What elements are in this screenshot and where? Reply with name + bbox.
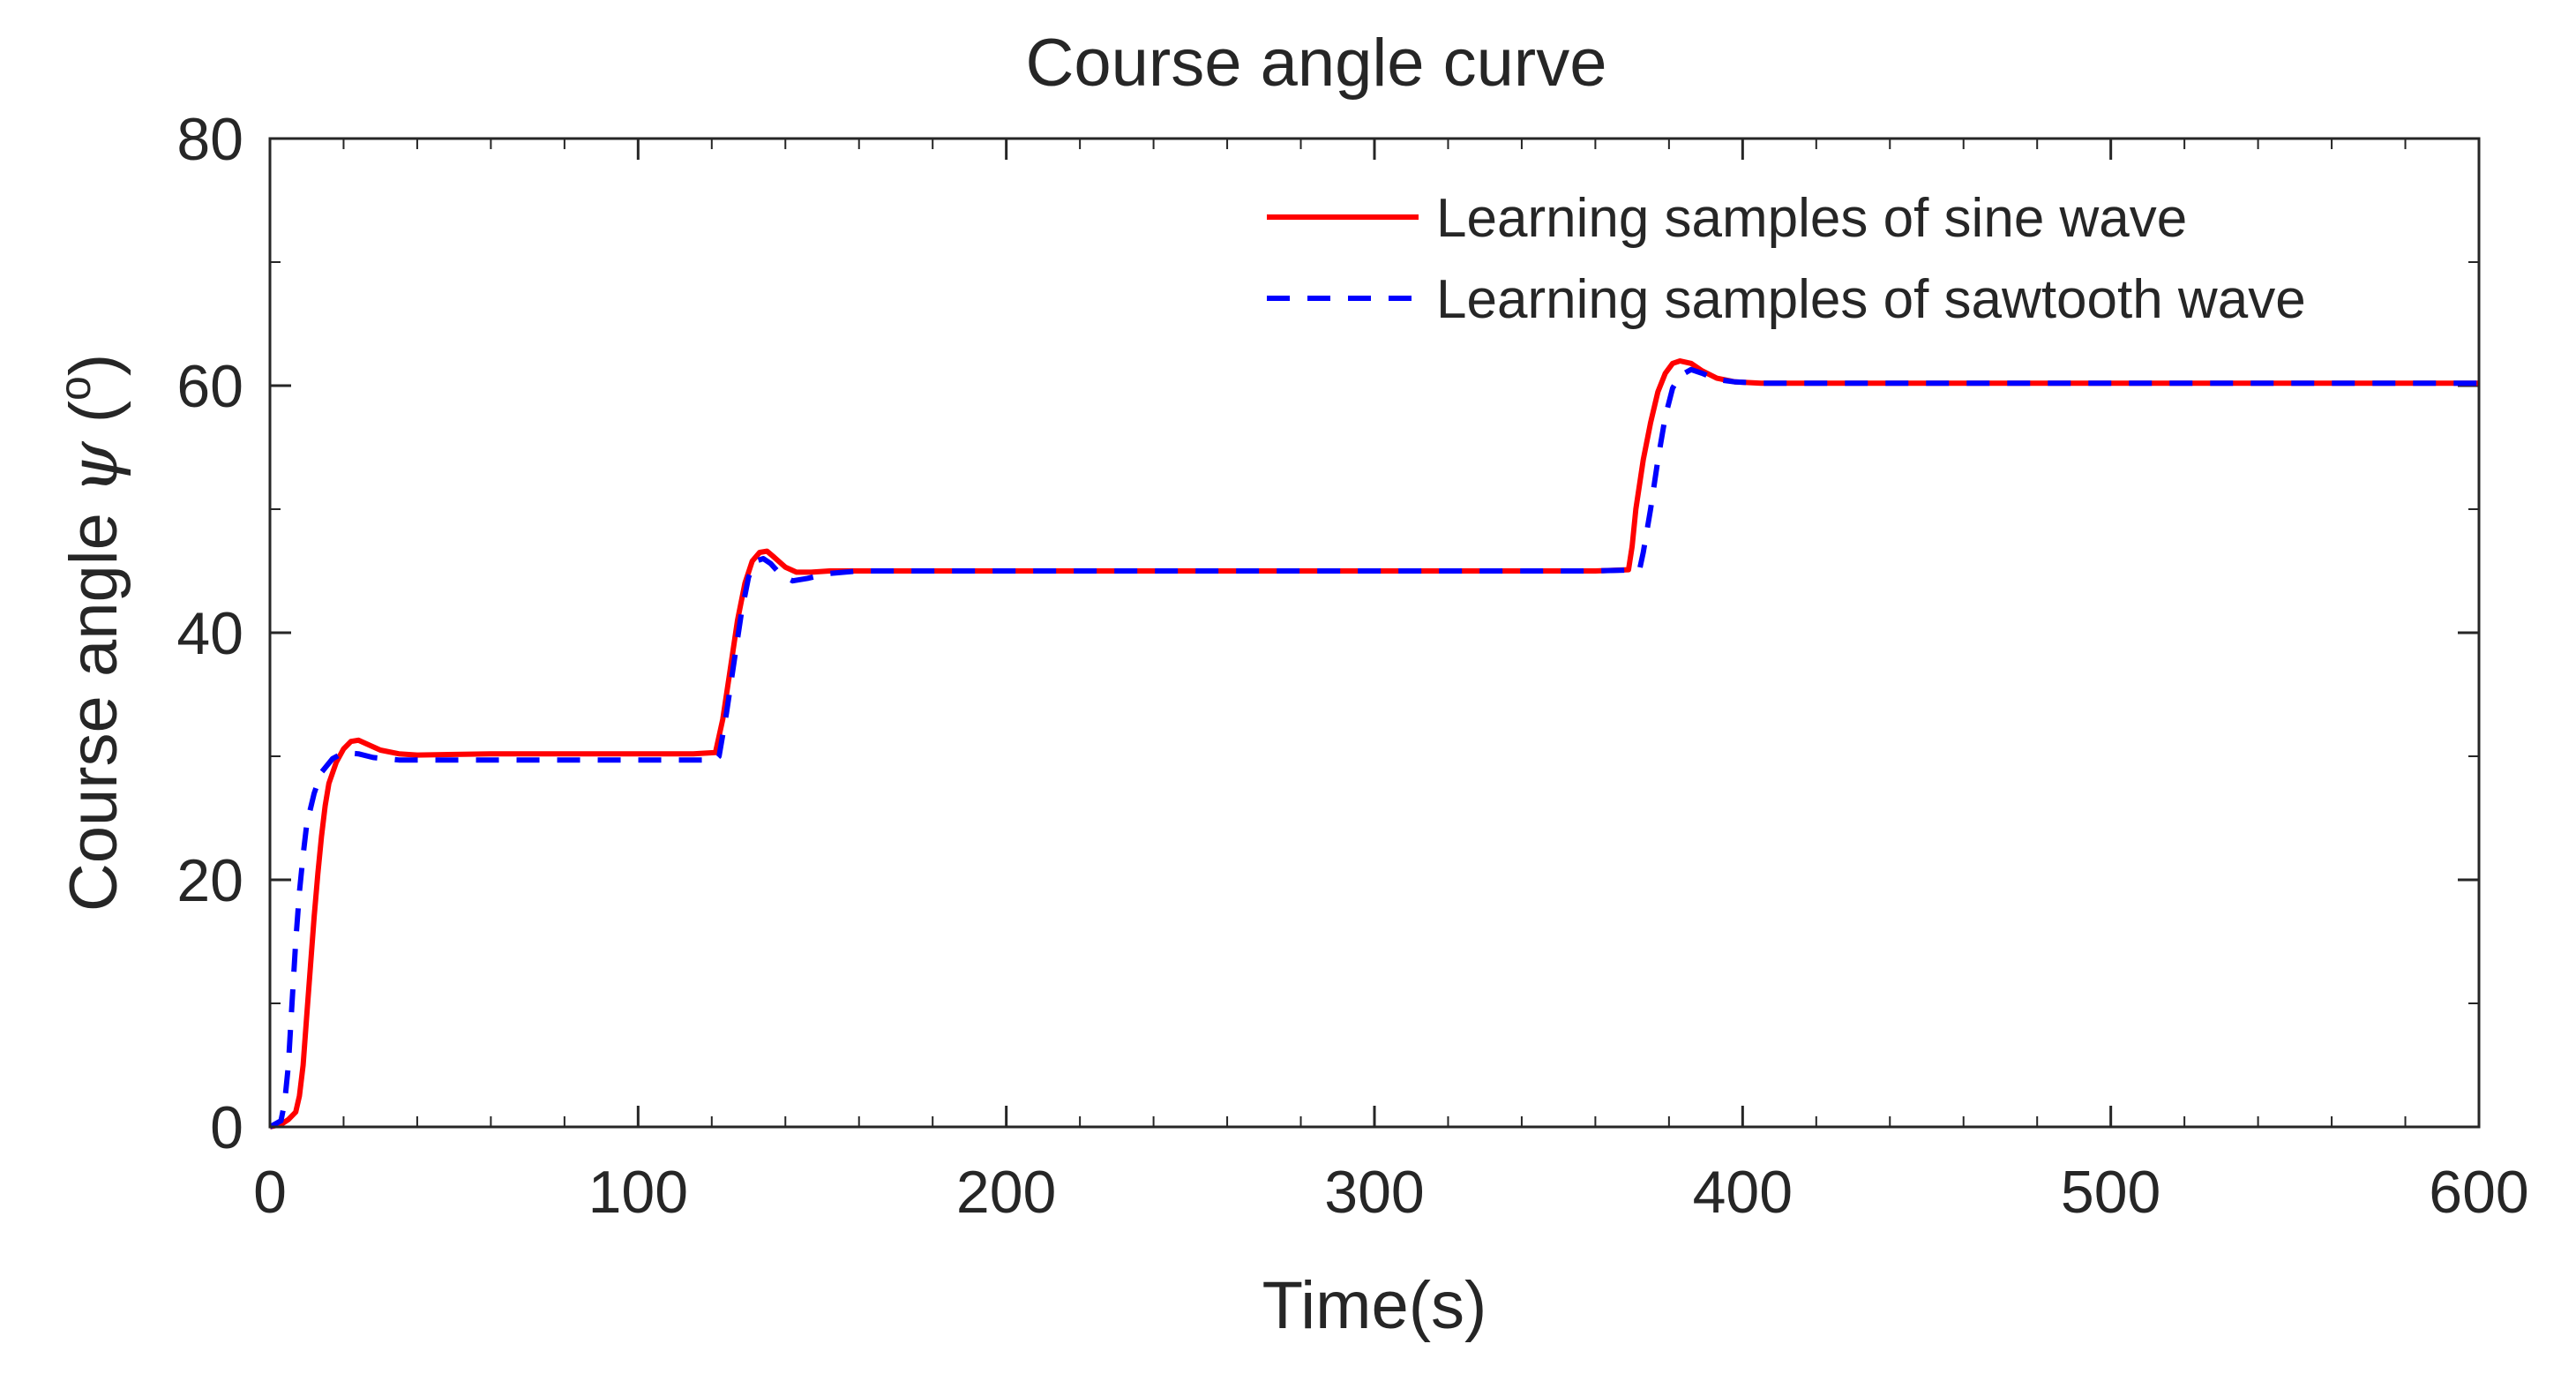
x-tick-label: 600 [2429, 1159, 2528, 1226]
legend-label-sawtooth: Learning samples of sawtooth wave [1436, 269, 2306, 330]
y-axis-title: Course angle ψ (o) [50, 354, 132, 912]
x-axis-title: Time(s) [1262, 1268, 1487, 1343]
y-tick-label: 40 [176, 600, 243, 667]
y-tick-labels: 0 20 40 60 80 [176, 106, 243, 1161]
y-axis-title-unit-close: ) [56, 354, 131, 376]
x-tick-label: 200 [956, 1159, 1056, 1226]
plot-frame [268, 137, 2481, 1129]
x-tick-label: 400 [1693, 1159, 1793, 1226]
plot-area [270, 139, 2479, 1127]
y-tick-label: 0 [210, 1094, 243, 1161]
x-tick-label: 0 [253, 1159, 287, 1226]
series-layer [268, 358, 2479, 1130]
x-tick-label: 100 [588, 1159, 688, 1226]
y-axis-title-unit-open: ( [56, 401, 131, 441]
series-line-sine [269, 358, 2479, 1130]
y-tick-label: 60 [176, 353, 243, 420]
y-tick-label: 20 [176, 847, 243, 914]
x-axis-minor-ticks [342, 139, 2407, 1127]
legend: Learning samples of sine wave Learning s… [1267, 188, 2306, 330]
chart-title: Course angle curve [1025, 26, 1606, 101]
x-tick-label: 500 [2061, 1159, 2160, 1226]
x-tick-labels: 0 100 200 300 400 500 600 [253, 1159, 2529, 1226]
x-tick-label: 300 [1324, 1159, 1424, 1226]
y-axis-title-symbol: ψ [54, 440, 132, 494]
y-axis-title-prefix: Course angle [56, 494, 131, 912]
y-tick-label: 80 [176, 106, 243, 173]
legend-label-sine: Learning samples of sine wave [1436, 188, 2187, 249]
y-axis-title-unit-superscript: o [50, 376, 100, 401]
y-axis-minor-ticks [270, 261, 2479, 1004]
